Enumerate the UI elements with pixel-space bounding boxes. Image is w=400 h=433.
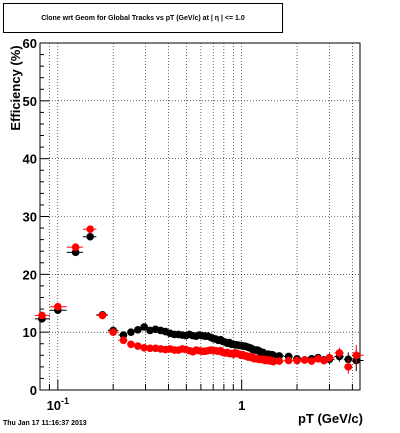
y-axis-label: Efficiency (%) bbox=[8, 45, 23, 130]
y-tick-label: 50 bbox=[23, 94, 37, 109]
x-tick-label: 10-1 bbox=[47, 396, 69, 413]
data-point bbox=[134, 342, 142, 350]
data-point bbox=[38, 311, 46, 320]
data-point bbox=[71, 243, 80, 251]
data-point bbox=[269, 357, 278, 366]
chart-title-box: Clone wrt Geom for Global Tracks vs pT (… bbox=[3, 3, 283, 33]
data-point bbox=[146, 344, 154, 353]
y-tick-label: 30 bbox=[23, 210, 37, 225]
y-tick-label: 20 bbox=[23, 267, 37, 282]
x-tick-label: 1 bbox=[238, 398, 245, 413]
x-axis-label: pT (GeV/c) bbox=[298, 411, 363, 426]
axes: 0 10 20 30 40 50 60 10-1 1 bbox=[23, 36, 361, 413]
data-point bbox=[119, 331, 128, 339]
data-point bbox=[119, 336, 128, 345]
data-point bbox=[275, 357, 284, 365]
x-tick-label-exponent: -1 bbox=[61, 396, 69, 406]
data-point bbox=[134, 326, 142, 334]
data-point bbox=[284, 356, 293, 365]
data-point bbox=[325, 353, 334, 362]
data-point bbox=[140, 323, 149, 331]
data-point bbox=[127, 328, 135, 336]
data-point bbox=[335, 349, 344, 357]
data-point bbox=[314, 354, 322, 363]
data-point bbox=[300, 356, 309, 364]
y-tick-label: 10 bbox=[23, 325, 37, 340]
data-point bbox=[86, 225, 94, 234]
data-series bbox=[34, 225, 364, 374]
data-point bbox=[293, 356, 301, 365]
data-point bbox=[109, 328, 117, 336]
data-point bbox=[275, 352, 284, 360]
y-tick-label: 60 bbox=[23, 36, 37, 51]
data-point bbox=[54, 302, 62, 311]
data-point bbox=[307, 357, 316, 365]
data-point bbox=[127, 340, 135, 349]
chart-title: Clone wrt Geom for Global Tracks vs pT (… bbox=[41, 14, 245, 22]
series-1 bbox=[34, 225, 364, 374]
data-point bbox=[344, 363, 353, 371]
data-point bbox=[86, 232, 94, 241]
data-point bbox=[98, 311, 107, 320]
data-point bbox=[344, 355, 353, 364]
data-point bbox=[140, 343, 149, 352]
data-point bbox=[71, 248, 80, 257]
y-tick-label: 0 bbox=[30, 383, 37, 398]
timestamp: Thu Jan 17 11:16:37 2013 bbox=[3, 420, 87, 427]
data-point bbox=[352, 351, 361, 360]
y-tick-label: 40 bbox=[23, 152, 37, 167]
